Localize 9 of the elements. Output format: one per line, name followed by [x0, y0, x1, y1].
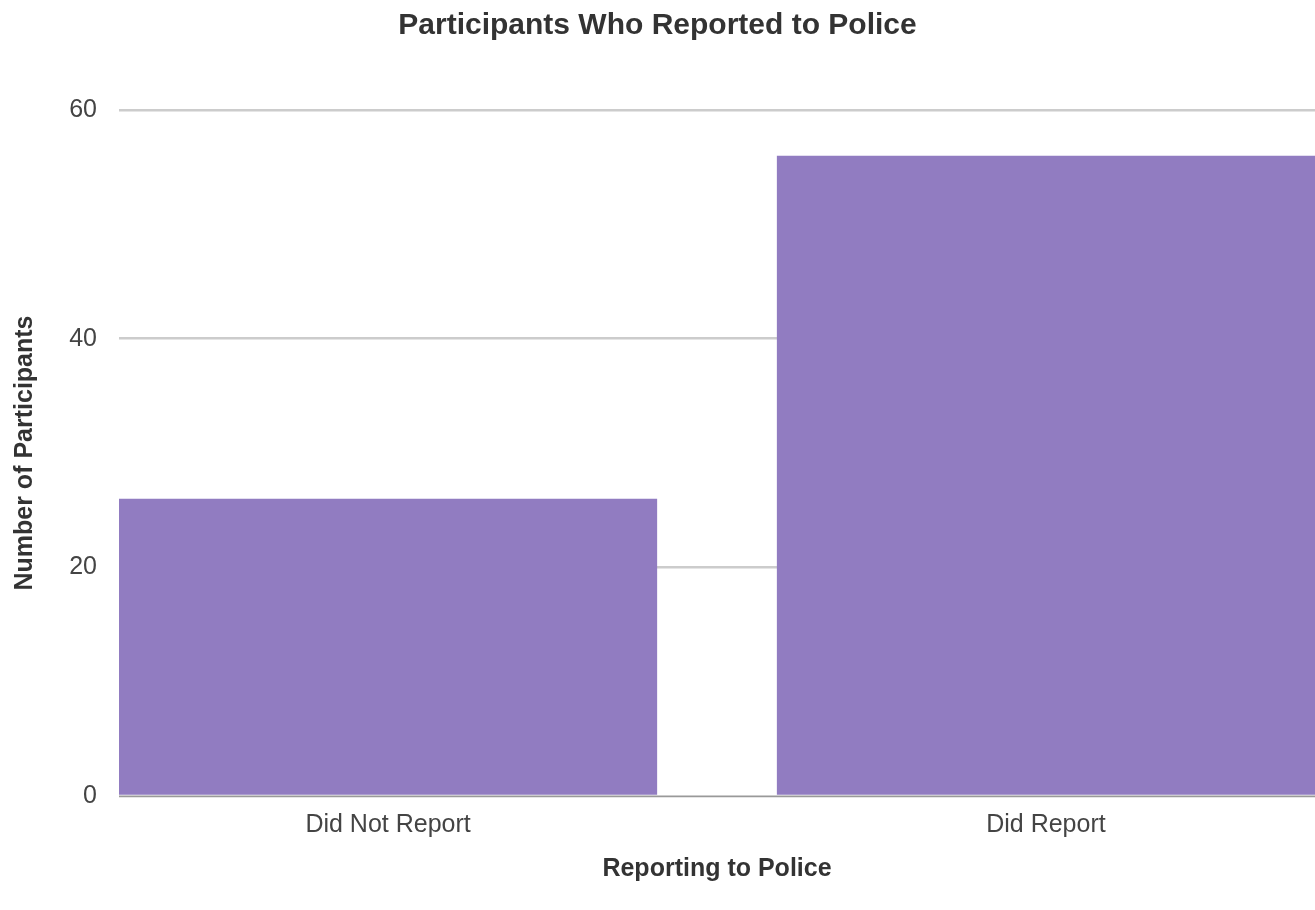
x-axis-title: Reporting to Police: [602, 852, 832, 881]
y-tick-label: 20: [69, 551, 97, 580]
chart-title: Participants Who Reported to Police: [398, 7, 917, 41]
y-tick-label: 60: [69, 93, 97, 122]
y-tick-label: 40: [69, 322, 97, 351]
y-tick-label: 0: [83, 779, 97, 808]
y-axis-title: Number of Participants: [8, 315, 37, 591]
x-tick-label: Did Not Report: [305, 808, 471, 837]
x-tick-label: Did Report: [986, 808, 1106, 837]
